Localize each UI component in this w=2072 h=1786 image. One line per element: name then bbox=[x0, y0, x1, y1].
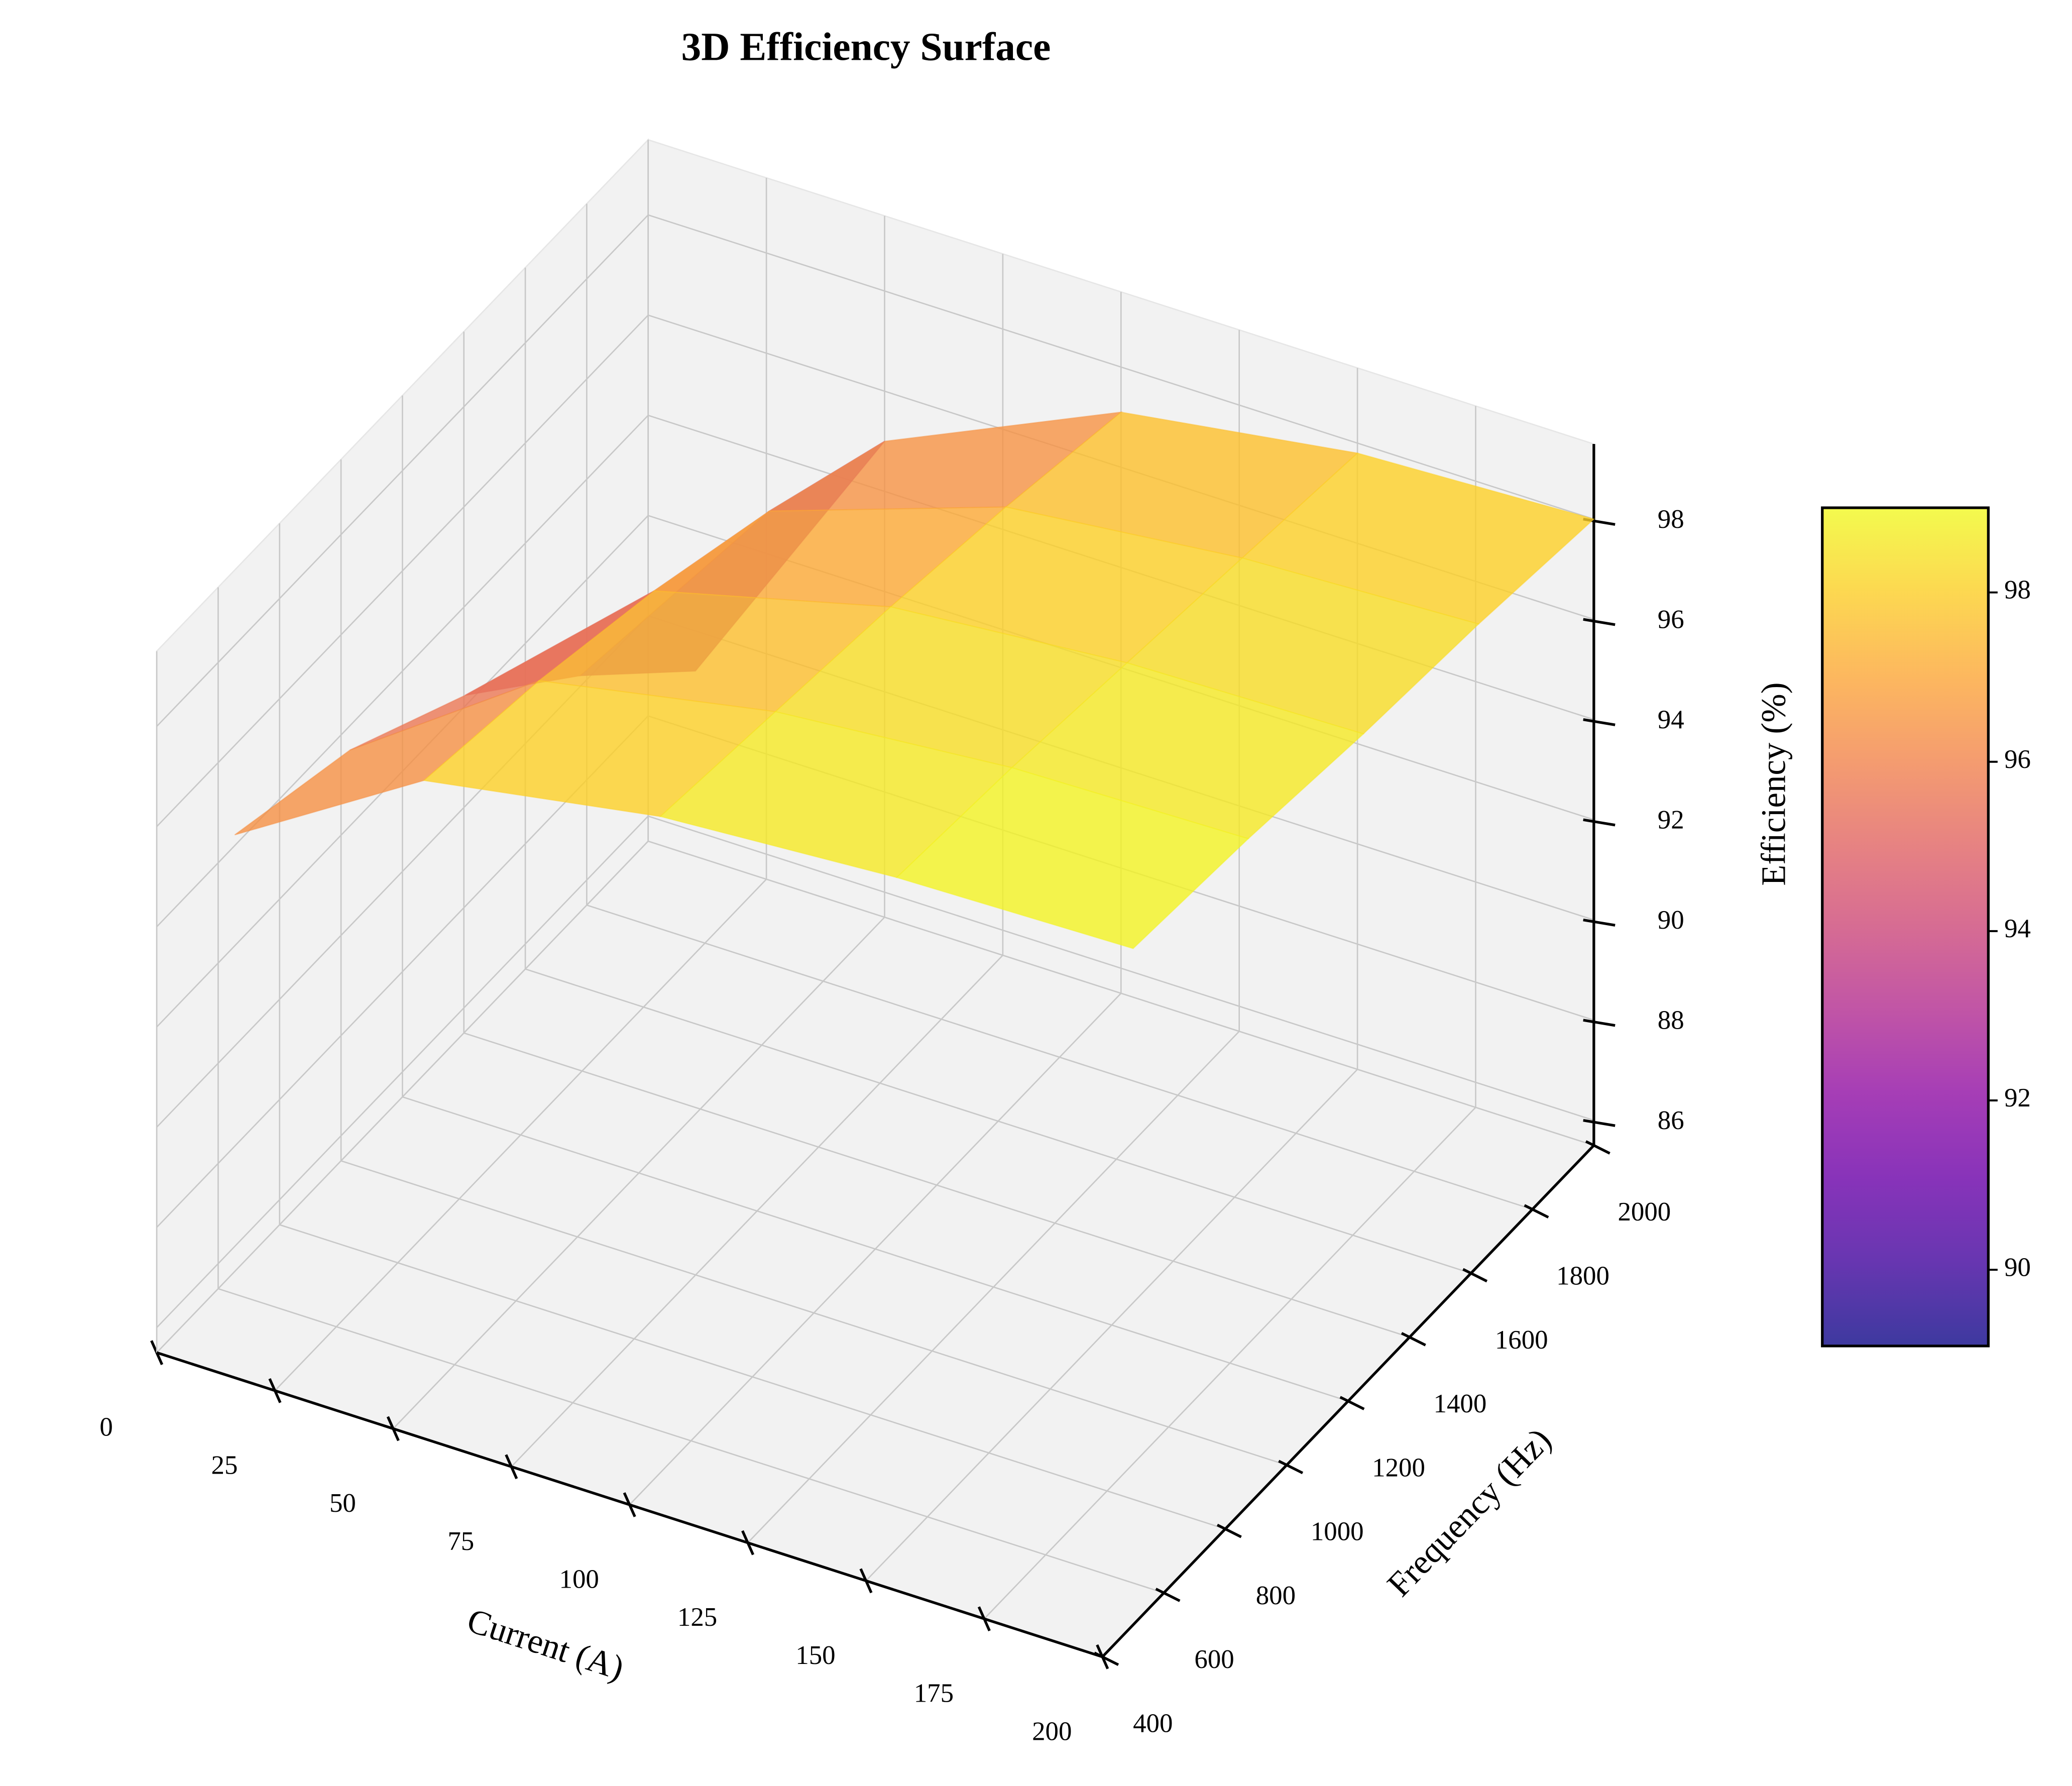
z-tick-label: 88 bbox=[1658, 1006, 1684, 1035]
colorbar bbox=[1821, 506, 1990, 1348]
grid-line bbox=[648, 214, 1594, 520]
y-tick-mark bbox=[1462, 1268, 1488, 1283]
z-tick-label: 94 bbox=[1658, 705, 1684, 734]
y-tick-mark bbox=[1524, 1204, 1549, 1219]
y-tick-label: 1400 bbox=[1434, 1389, 1487, 1418]
x-axis-label: Current (A) bbox=[463, 1601, 628, 1687]
x-tick-label: 25 bbox=[211, 1450, 238, 1480]
z-tick-mark bbox=[1583, 919, 1616, 927]
z-tick-mark bbox=[1583, 1019, 1616, 1027]
surface-patch bbox=[895, 767, 1249, 949]
grid-line bbox=[586, 904, 1533, 1210]
colorbar-tick-label: 94 bbox=[2004, 914, 2031, 943]
y-tick-mark bbox=[1216, 1523, 1242, 1538]
y-axis-line bbox=[1101, 1144, 1595, 1658]
grid-line bbox=[648, 815, 1594, 1121]
x-tick-label: 150 bbox=[795, 1641, 835, 1670]
z-tick-label: 96 bbox=[1658, 605, 1684, 634]
z-tick-mark bbox=[1583, 818, 1616, 827]
z-tick-mark bbox=[1583, 718, 1616, 726]
grid-line bbox=[156, 314, 649, 827]
y-axis-label: Frequency (Hz) bbox=[1379, 1421, 1558, 1604]
z-axis-label: Efficiency (%) bbox=[1755, 682, 1793, 885]
x-tick-label: 75 bbox=[447, 1527, 474, 1556]
grid-line bbox=[218, 1288, 1164, 1594]
z-tick-label: 92 bbox=[1658, 806, 1684, 835]
x-tick-label: 200 bbox=[1032, 1717, 1072, 1746]
y-tick-label: 600 bbox=[1194, 1645, 1234, 1674]
x-tick-label: 0 bbox=[99, 1413, 112, 1442]
colorbar-tick-label: 98 bbox=[2004, 576, 2031, 605]
grid-line bbox=[340, 1160, 1287, 1466]
grid-line bbox=[156, 415, 649, 928]
x-axis-line bbox=[156, 1351, 1103, 1658]
z-tick-label: 98 bbox=[1658, 505, 1684, 534]
grid-line bbox=[464, 1032, 1410, 1338]
chart-title: 3D Efficiency Surface bbox=[681, 25, 1051, 69]
y-tick-label: 800 bbox=[1256, 1581, 1296, 1610]
y-tick-mark bbox=[1339, 1396, 1365, 1410]
grid-line bbox=[156, 816, 649, 1328]
colorbar-tick-label: 92 bbox=[2004, 1083, 2031, 1112]
grid-line bbox=[402, 1096, 1348, 1402]
z-tick-label: 86 bbox=[1658, 1106, 1684, 1135]
z-tick-mark bbox=[1583, 1119, 1616, 1127]
y-tick-label: 1600 bbox=[1495, 1325, 1548, 1355]
y-tick-label: 1800 bbox=[1556, 1261, 1609, 1290]
x-tick-label: 125 bbox=[677, 1603, 717, 1632]
y-tick-mark bbox=[1155, 1588, 1181, 1602]
surface-patch bbox=[1010, 662, 1365, 840]
y-tick-label: 1000 bbox=[1311, 1517, 1364, 1546]
y-tick-label: 400 bbox=[1133, 1709, 1173, 1738]
x-tick-label: 50 bbox=[329, 1489, 356, 1518]
z-tick-mark bbox=[1583, 618, 1616, 626]
grid-line bbox=[279, 1224, 1226, 1530]
y-tick-label: 1200 bbox=[1372, 1453, 1425, 1482]
x-tick-label: 175 bbox=[914, 1679, 954, 1708]
y-tick-label: 2000 bbox=[1618, 1197, 1671, 1226]
colorbar-tick-label: 96 bbox=[2004, 745, 2031, 774]
grid-line bbox=[156, 214, 649, 727]
x-tick-label: 100 bbox=[559, 1565, 599, 1594]
colorbar-tick-label: 90 bbox=[2004, 1253, 2031, 1282]
y-tick-mark bbox=[1585, 1140, 1610, 1155]
y-tick-mark bbox=[1401, 1332, 1426, 1347]
z-tick-label: 90 bbox=[1658, 906, 1684, 935]
y-tick-mark bbox=[1278, 1460, 1304, 1475]
grid-line bbox=[525, 968, 1471, 1274]
grid-line bbox=[648, 840, 1594, 1146]
